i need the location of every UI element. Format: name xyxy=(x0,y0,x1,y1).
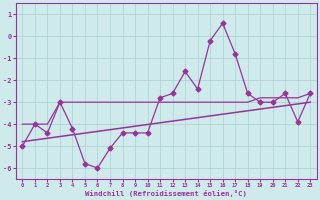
X-axis label: Windchill (Refroidissement éolien,°C): Windchill (Refroidissement éolien,°C) xyxy=(85,190,247,197)
